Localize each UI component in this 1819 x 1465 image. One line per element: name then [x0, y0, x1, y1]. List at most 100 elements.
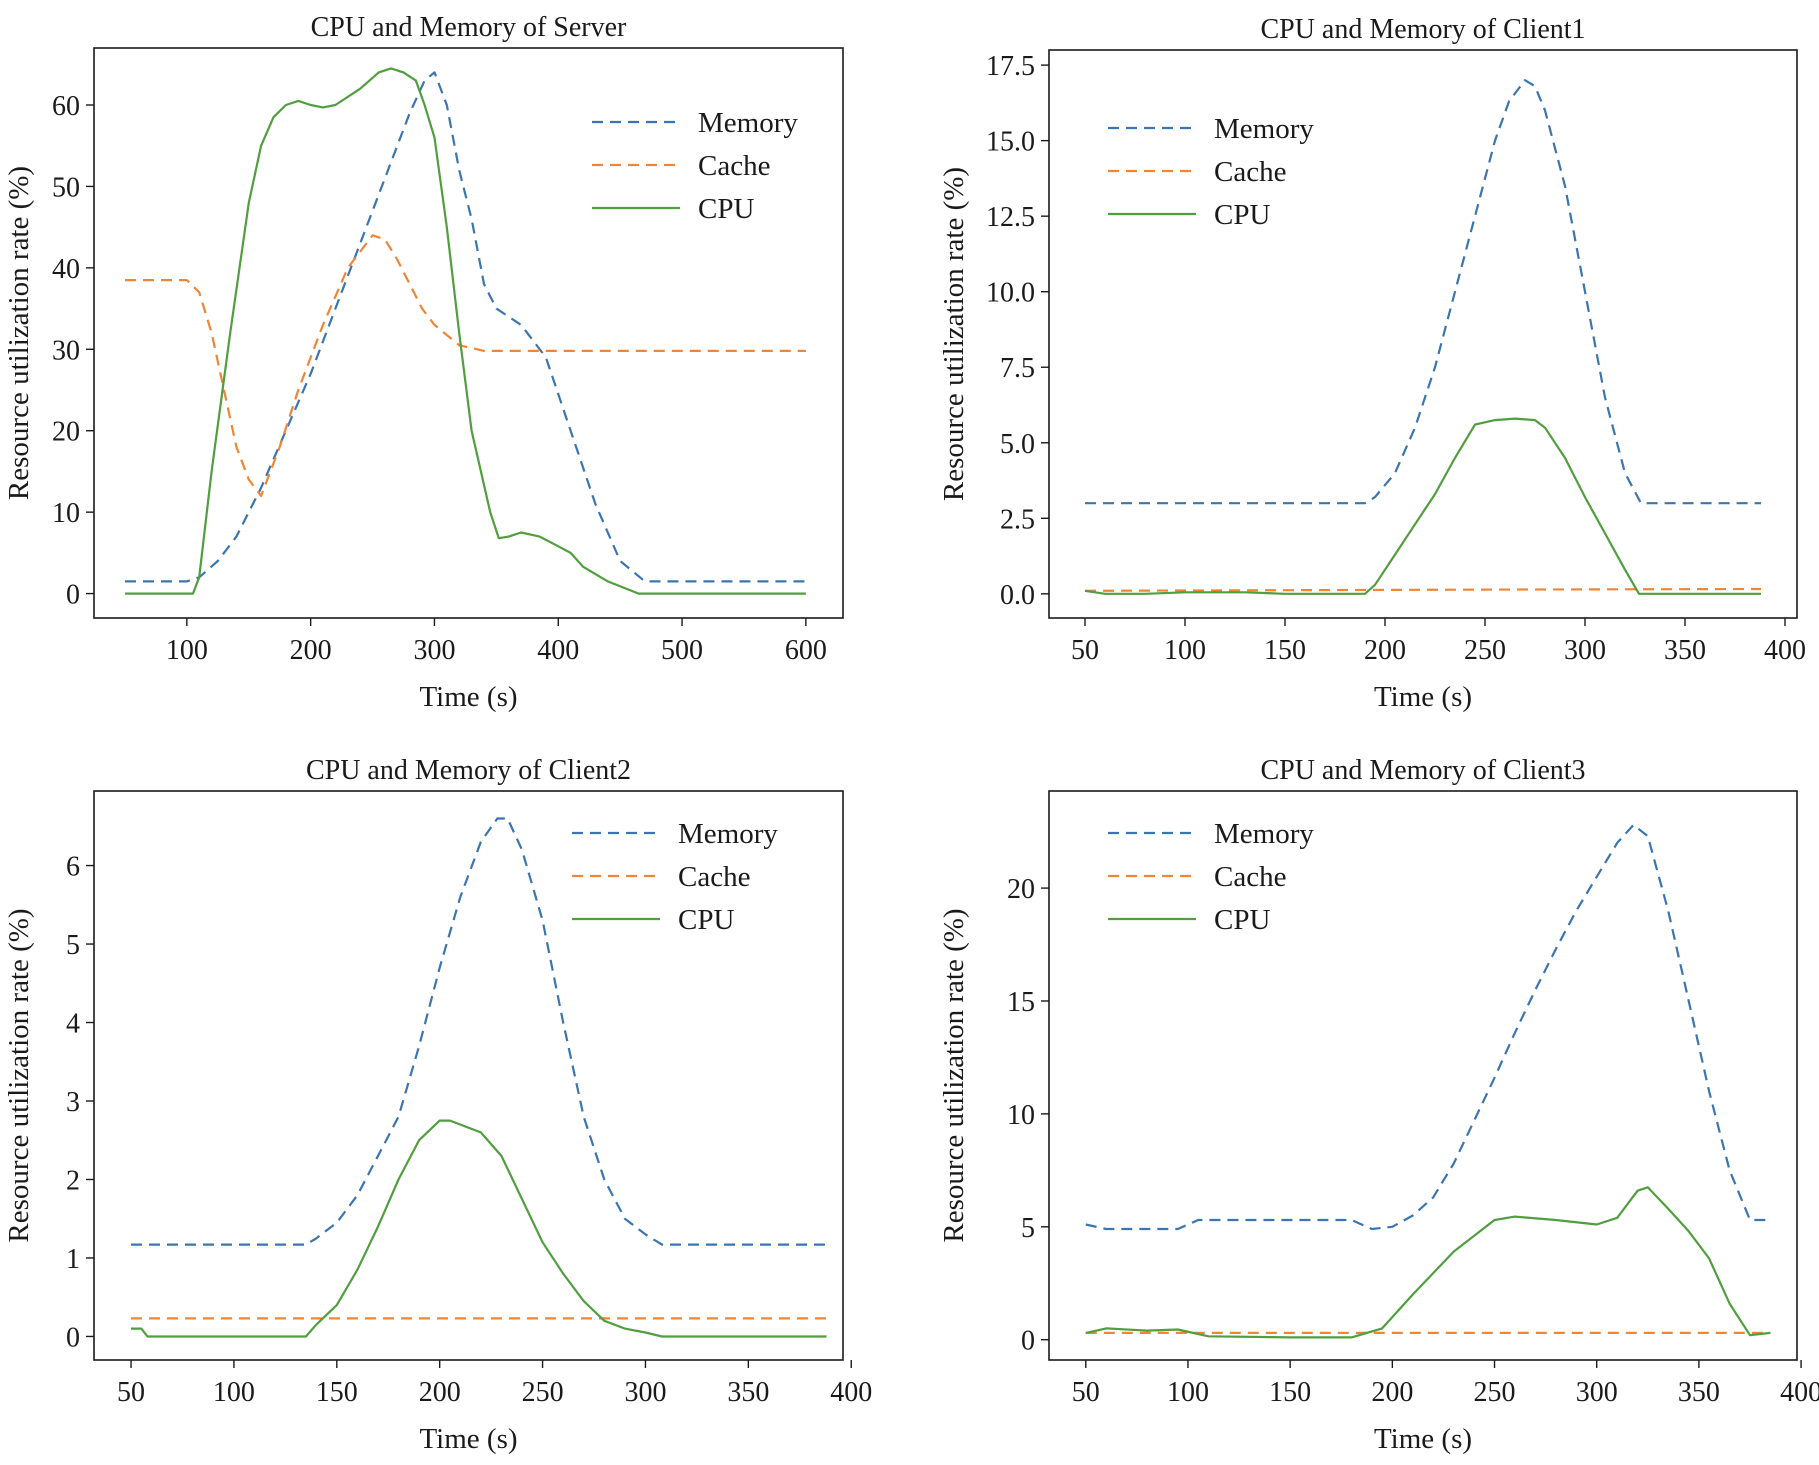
legend-label-cache: Cache — [1214, 156, 1286, 188]
legend: Memory Cache CPU — [1108, 113, 1314, 231]
y-tick-label: 10 — [1007, 1100, 1035, 1131]
y-tick-label: 0 — [66, 580, 80, 611]
x-axis-label: Time (s) — [419, 1423, 517, 1455]
x-tick-label: 350 — [1678, 1377, 1720, 1408]
y-tick-label: 15.0 — [986, 127, 1035, 158]
legend-label-cpu: CPU — [1214, 199, 1270, 231]
y-tick-label: 2.5 — [1000, 504, 1035, 535]
legend-label-memory: Memory — [698, 107, 798, 139]
x-axis-label: Time (s) — [1374, 681, 1472, 713]
legend-label-cpu: CPU — [1214, 904, 1270, 936]
legend: Memory Cache CPU — [1108, 818, 1314, 936]
y-tick-label: 7.5 — [1000, 353, 1035, 384]
y-tick-label: 40 — [52, 254, 80, 285]
x-tick-label: 300 — [1576, 1377, 1618, 1408]
y-tick-label: 6 — [66, 852, 80, 883]
y-tick-label: 30 — [52, 335, 80, 366]
y-tick-label: 2 — [66, 1165, 80, 1196]
y-tick-label: 12.5 — [986, 202, 1035, 233]
chart-title: CPU and Memory of Client1 — [1260, 14, 1585, 45]
plot-frame — [1048, 49, 1798, 619]
x-tick-label: 250 — [1464, 635, 1506, 666]
x-tick-label: 300 — [624, 1377, 666, 1408]
plot-frame — [1048, 790, 1798, 1361]
legend-label-cpu: CPU — [698, 193, 754, 225]
y-tick-label: 17.5 — [986, 51, 1035, 82]
series-line-cpu — [1085, 1186, 1771, 1339]
chart-title: CPU and Memory of Client3 — [1260, 755, 1585, 786]
x-axis-label: Time (s) — [1374, 1423, 1472, 1455]
x-tick-label: 600 — [785, 635, 827, 666]
x-tick-label: 50 — [117, 1377, 145, 1408]
y-tick-label: 4 — [66, 1009, 80, 1040]
y-tick-label: 0 — [1021, 1326, 1035, 1357]
y-tick-label: 0 — [66, 1322, 80, 1353]
series-line-memory — [1085, 823, 1771, 1231]
x-tick-label: 200 — [1364, 635, 1406, 666]
y-tick-label: 1 — [66, 1244, 80, 1275]
chart-title: CPU and Memory of Server — [311, 12, 627, 43]
y-tick-label: 60 — [52, 91, 80, 122]
chart-title: CPU and Memory of Client2 — [306, 755, 631, 786]
x-tick-label: 250 — [522, 1377, 564, 1408]
x-tick-label: 150 — [1269, 1377, 1311, 1408]
legend-label-cache: Cache — [678, 861, 750, 893]
x-tick-label: 400 — [537, 635, 579, 666]
y-tick-label: 20 — [52, 417, 80, 448]
x-tick-label: 200 — [290, 635, 332, 666]
x-tick-label: 200 — [419, 1377, 461, 1408]
y-axis-label: Resource utilization rate (%) — [3, 908, 35, 1242]
x-tick-label: 50 — [1072, 1377, 1100, 1408]
x-tick-label: 350 — [727, 1377, 769, 1408]
series-line-cache — [1084, 587, 1762, 592]
series-line-memory — [1085, 79, 1761, 505]
legend-label-memory: Memory — [1214, 818, 1314, 850]
x-tick-label: 300 — [1564, 635, 1606, 666]
chart-panel-2: CPU and Memory of Client1 50 100 150 200 250 3… — [938, 14, 1806, 713]
series-line-memory — [125, 71, 806, 583]
y-tick-label: 3 — [66, 1087, 80, 1118]
plot-frame — [93, 47, 844, 619]
series-line-memory — [131, 817, 827, 1246]
series-line-cpu — [125, 67, 806, 595]
legend-label-cache: Cache — [1214, 861, 1286, 893]
legend-label-cpu: CPU — [678, 904, 734, 936]
series-line-cpu — [1084, 417, 1761, 595]
x-tick-label: 150 — [1264, 635, 1306, 666]
series-line-cpu — [131, 1119, 827, 1338]
legend-label-memory: Memory — [1214, 113, 1314, 145]
y-tick-label: 0.0 — [1000, 580, 1035, 611]
y-tick-label: 10.0 — [986, 278, 1035, 309]
legend: Memory Cache CPU — [572, 818, 778, 936]
y-tick-label: 5 — [66, 930, 80, 961]
x-tick-label: 100 — [166, 635, 208, 666]
x-tick-label: 150 — [316, 1377, 358, 1408]
series-line-cache — [125, 234, 806, 497]
y-tick-label: 15 — [1007, 987, 1035, 1018]
legend-label-cache: Cache — [698, 150, 770, 182]
x-tick-label: 400 — [830, 1377, 872, 1408]
y-axis-label: Resource utilization rate (%) — [938, 167, 970, 501]
x-tick-label: 400 — [1780, 1377, 1819, 1408]
x-tick-label: 300 — [413, 635, 455, 666]
y-tick-label: 50 — [52, 172, 80, 203]
x-tick-label: 100 — [1167, 1377, 1209, 1408]
x-tick-label: 400 — [1764, 635, 1806, 666]
x-tick-label: 500 — [661, 635, 703, 666]
y-tick-label: 20 — [1007, 874, 1035, 905]
y-tick-label: 5 — [1021, 1213, 1035, 1244]
y-axis-label: Resource utilization rate (%) — [3, 166, 35, 500]
x-tick-label: 100 — [1164, 635, 1206, 666]
plot-frame — [93, 790, 844, 1361]
x-tick-label: 50 — [1071, 635, 1099, 666]
y-tick-label: 10 — [52, 498, 80, 529]
x-tick-label: 100 — [213, 1377, 255, 1408]
x-tick-label: 200 — [1371, 1377, 1413, 1408]
x-axis-label: Time (s) — [419, 681, 517, 713]
legend-label-memory: Memory — [678, 818, 778, 850]
x-tick-label: 350 — [1664, 635, 1706, 666]
